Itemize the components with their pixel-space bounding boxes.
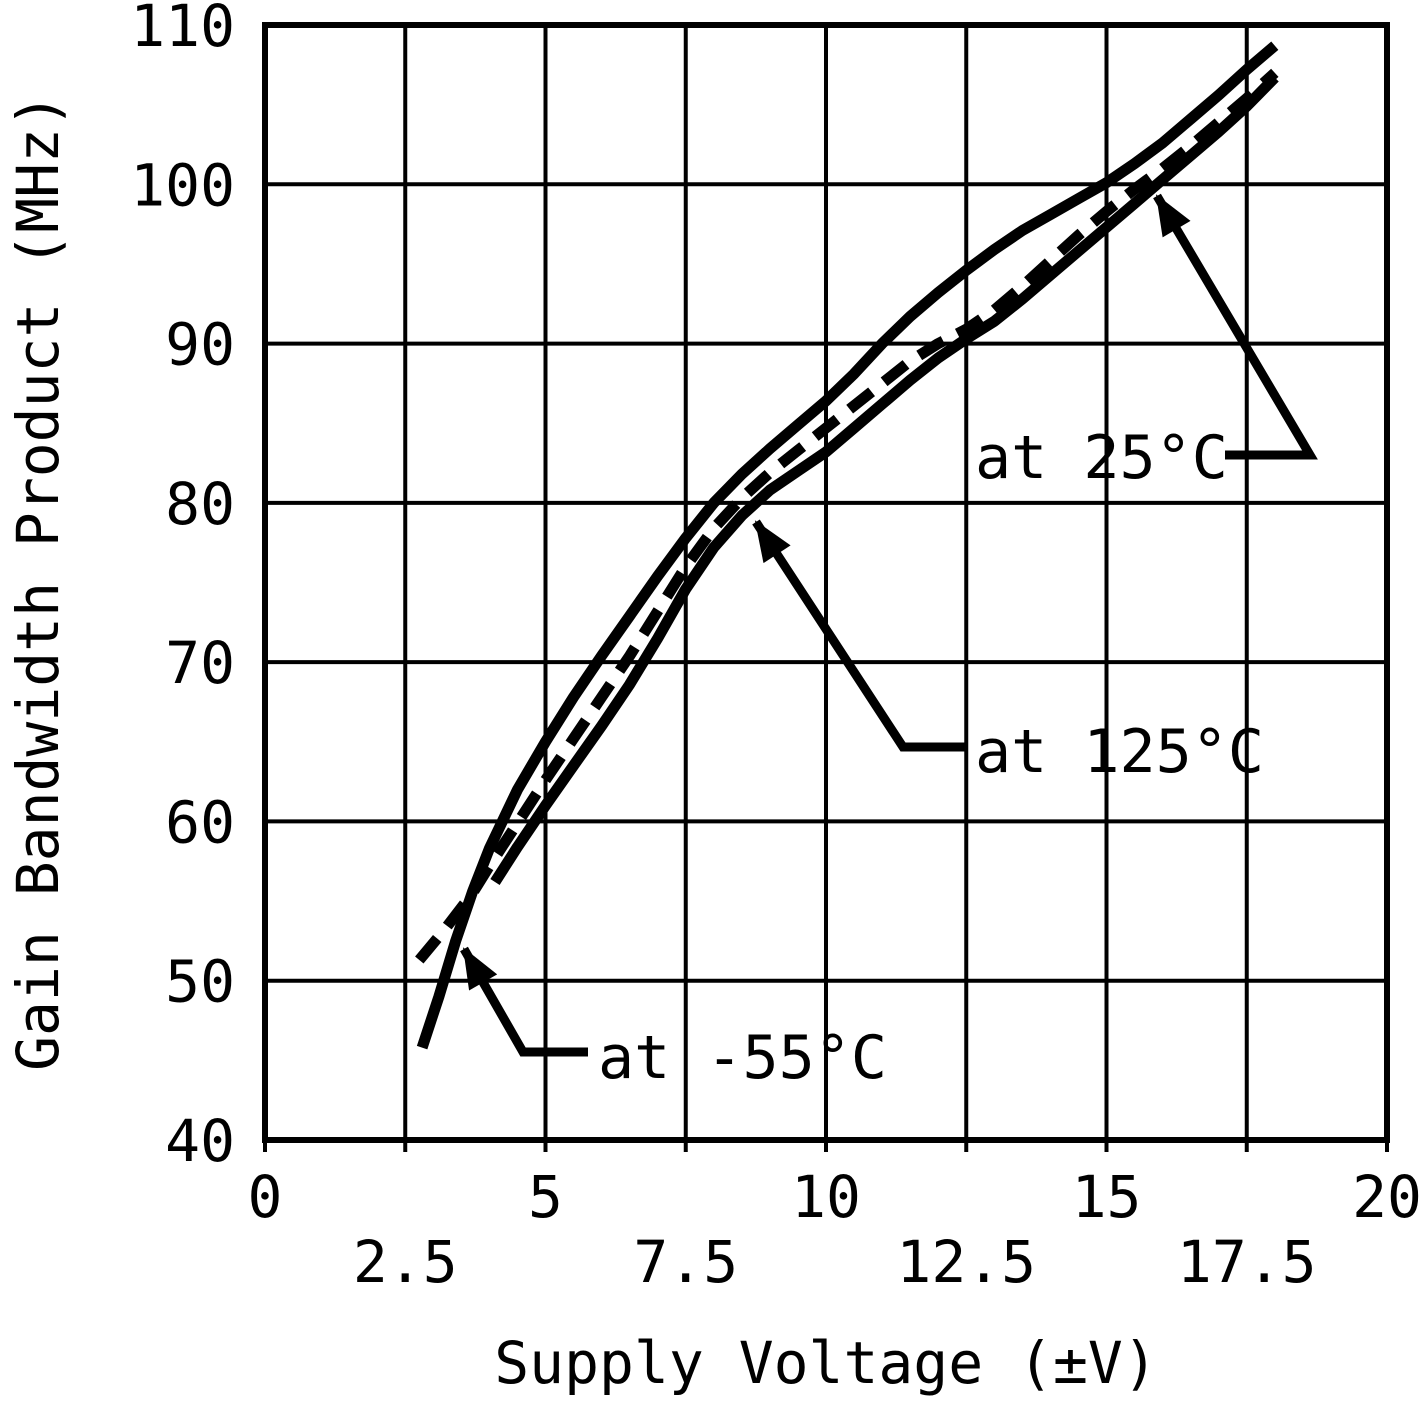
y-tick-label: 90 [165,311,235,379]
plot-border [262,22,1390,1143]
x-tick-label: 15 [1072,1163,1142,1231]
y-axis-title: Gain Bandwidth Product (MHz) [4,93,72,1071]
annotation-label: at 25°C [975,423,1228,493]
curve-25c [415,68,1279,964]
x-tick-label: 0 [248,1163,283,1231]
y-tick-label: 80 [165,470,235,538]
y-tick-label: 40 [165,1107,235,1175]
x-axis-title: Supply Voltage (±V) [494,1329,1157,1397]
annotation-leader-line [1153,193,1318,460]
y-tick-label: 110 [130,0,235,60]
x-tick-label-half: 12.5 [896,1228,1036,1296]
y-tick-label: 70 [165,629,235,697]
x-tick-label-half: 7.5 [633,1228,738,1296]
y-tick-label: 60 [165,788,235,856]
x-tick-label: 20 [1352,1163,1422,1231]
x-tick-label-half: 17.5 [1177,1228,1317,1296]
annotation-leader-line [752,519,965,752]
curve--55c [416,41,1279,1050]
y-tick-label: 50 [165,948,235,1016]
tick-labels: 110 100 90 80 70 60 50 400 5 10 15 20 2.5 7.5 12.5 17.5 [130,0,1422,1296]
annotation-label: at 125°C [975,717,1264,787]
annotation-at-125-c: at 125°C [752,519,1264,787]
annotation-at-25-c: at 25°C [975,193,1318,493]
annotation-at--55-c: at -55°C [460,946,887,1093]
x-tick-label-half: 2.5 [353,1228,458,1296]
curves [415,41,1279,1050]
annotation-label: at -55°C [598,1023,887,1093]
curve-125c [490,73,1279,885]
y-tick-label: 100 [130,151,235,219]
x-tick-label: 5 [528,1163,563,1231]
annotation-leader-line [460,946,588,1057]
gridlines [263,25,1389,1152]
x-tick-label: 10 [791,1163,861,1231]
